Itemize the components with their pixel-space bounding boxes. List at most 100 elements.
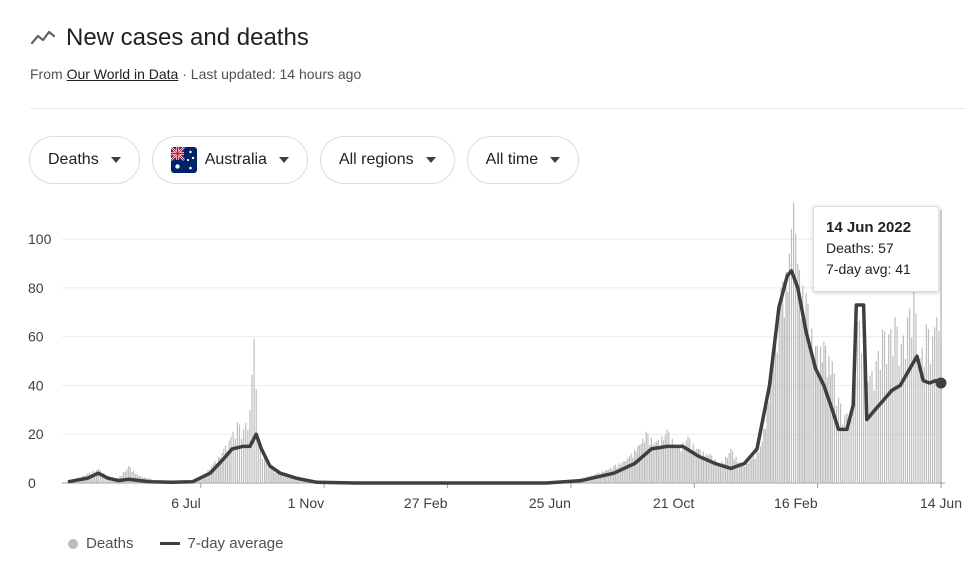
chart-legend: Deaths 7-day average (68, 535, 283, 552)
death-bar (802, 285, 804, 483)
death-bar (620, 464, 622, 483)
death-bar (263, 458, 266, 483)
tooltip-average: 7-day avg: 41 (826, 261, 911, 277)
death-bar (290, 478, 292, 483)
death-bar (860, 353, 863, 483)
seven-day-average-line (67, 269, 942, 485)
death-bar (640, 443, 642, 483)
death-bar (625, 460, 627, 483)
last-updated: · Last updated: 14 hours ago (182, 66, 362, 82)
y-tick-label: 60 (28, 329, 44, 345)
death-bar (769, 381, 772, 483)
death-bar (223, 448, 225, 483)
death-bar (900, 344, 902, 483)
death-bar (721, 461, 723, 483)
death-bar (716, 463, 718, 483)
chart-title: New cases and deaths (66, 24, 309, 51)
death-bar (701, 457, 703, 483)
death-bar (892, 356, 894, 483)
country-dropdown[interactable]: Australia (151, 136, 308, 184)
death-bar (305, 481, 307, 483)
death-bar (795, 233, 797, 483)
death-bar (232, 431, 234, 483)
death-bar (671, 438, 673, 483)
death-bar (915, 313, 917, 483)
death-bar (850, 409, 852, 483)
death-bar (871, 371, 873, 483)
death-bar (858, 320, 861, 483)
death-bar (654, 442, 656, 483)
caret-down-icon (550, 157, 561, 163)
death-bar (126, 468, 128, 483)
death-bar (819, 346, 822, 483)
death-bar (761, 441, 763, 483)
death-bar (938, 330, 940, 483)
death-bar (603, 472, 605, 483)
death-bar (649, 445, 651, 483)
death-bar (712, 462, 715, 483)
death-bar (657, 439, 659, 483)
death-bar (829, 374, 832, 483)
death-bar (929, 363, 932, 483)
deaths-chart[interactable]: 0 20 40 60 80 100 6 Jul 1 Nov 27 Feb 25 Jun 21 Oct… (0, 190, 975, 520)
death-bar (621, 461, 624, 483)
death-bar (894, 317, 896, 483)
death-bar (272, 469, 275, 483)
legend-line-swatch (159, 542, 180, 545)
death-bar (212, 463, 214, 483)
x-tick-label: 27 Feb (404, 495, 448, 511)
time-range-dropdown[interactable]: All time (466, 136, 580, 184)
death-bar (611, 469, 613, 483)
death-bar (898, 365, 900, 483)
death-bar (259, 445, 261, 483)
death-bar (704, 456, 706, 483)
death-bar (826, 377, 828, 483)
death-bar (738, 462, 741, 483)
death-bar (702, 451, 704, 483)
death-bar (747, 463, 749, 483)
death-bar (927, 328, 930, 483)
source-link[interactable]: Our World in Data (66, 66, 179, 82)
death-bar (683, 446, 686, 483)
death-bar (210, 466, 213, 483)
death-bar (662, 440, 665, 483)
death-bar (699, 449, 701, 483)
death-bar (216, 463, 218, 483)
death-bar (284, 475, 287, 483)
death-bar (782, 281, 784, 483)
region-dropdown[interactable]: All regions (319, 136, 455, 184)
x-tick-label: 21 Oct (653, 495, 694, 511)
death-bar (911, 337, 913, 483)
death-bar (773, 348, 775, 483)
death-bar (243, 429, 245, 483)
death-bar (288, 477, 290, 483)
death-bar (643, 442, 646, 483)
death-bar (925, 324, 927, 483)
death-bar (295, 479, 297, 483)
death-bar (238, 424, 241, 483)
death-bar (291, 478, 294, 483)
metric-dropdown[interactable]: Deaths (29, 136, 140, 184)
death-bar (300, 480, 302, 483)
x-tick-label: 6 Jul (171, 495, 201, 511)
death-bar (917, 366, 919, 483)
death-bar (852, 380, 854, 483)
death-bar (618, 463, 620, 483)
death-bar (807, 303, 809, 483)
death-bar (202, 475, 204, 483)
death-bar (696, 448, 698, 483)
australia-flag-icon (170, 147, 197, 173)
death-bar (821, 362, 823, 483)
x-tick-label: 14 Jun (920, 495, 962, 511)
death-bar (630, 453, 632, 483)
death-bar (221, 453, 223, 483)
death-bar (719, 463, 721, 483)
death-bar (749, 460, 751, 483)
hover-point (935, 377, 947, 389)
filter-chips: Deaths Australia All regions All (29, 136, 580, 184)
death-bar (711, 455, 713, 483)
death-bar (95, 469, 98, 483)
death-bar (706, 454, 708, 483)
death-bar (835, 405, 838, 483)
death-bar (251, 374, 253, 483)
